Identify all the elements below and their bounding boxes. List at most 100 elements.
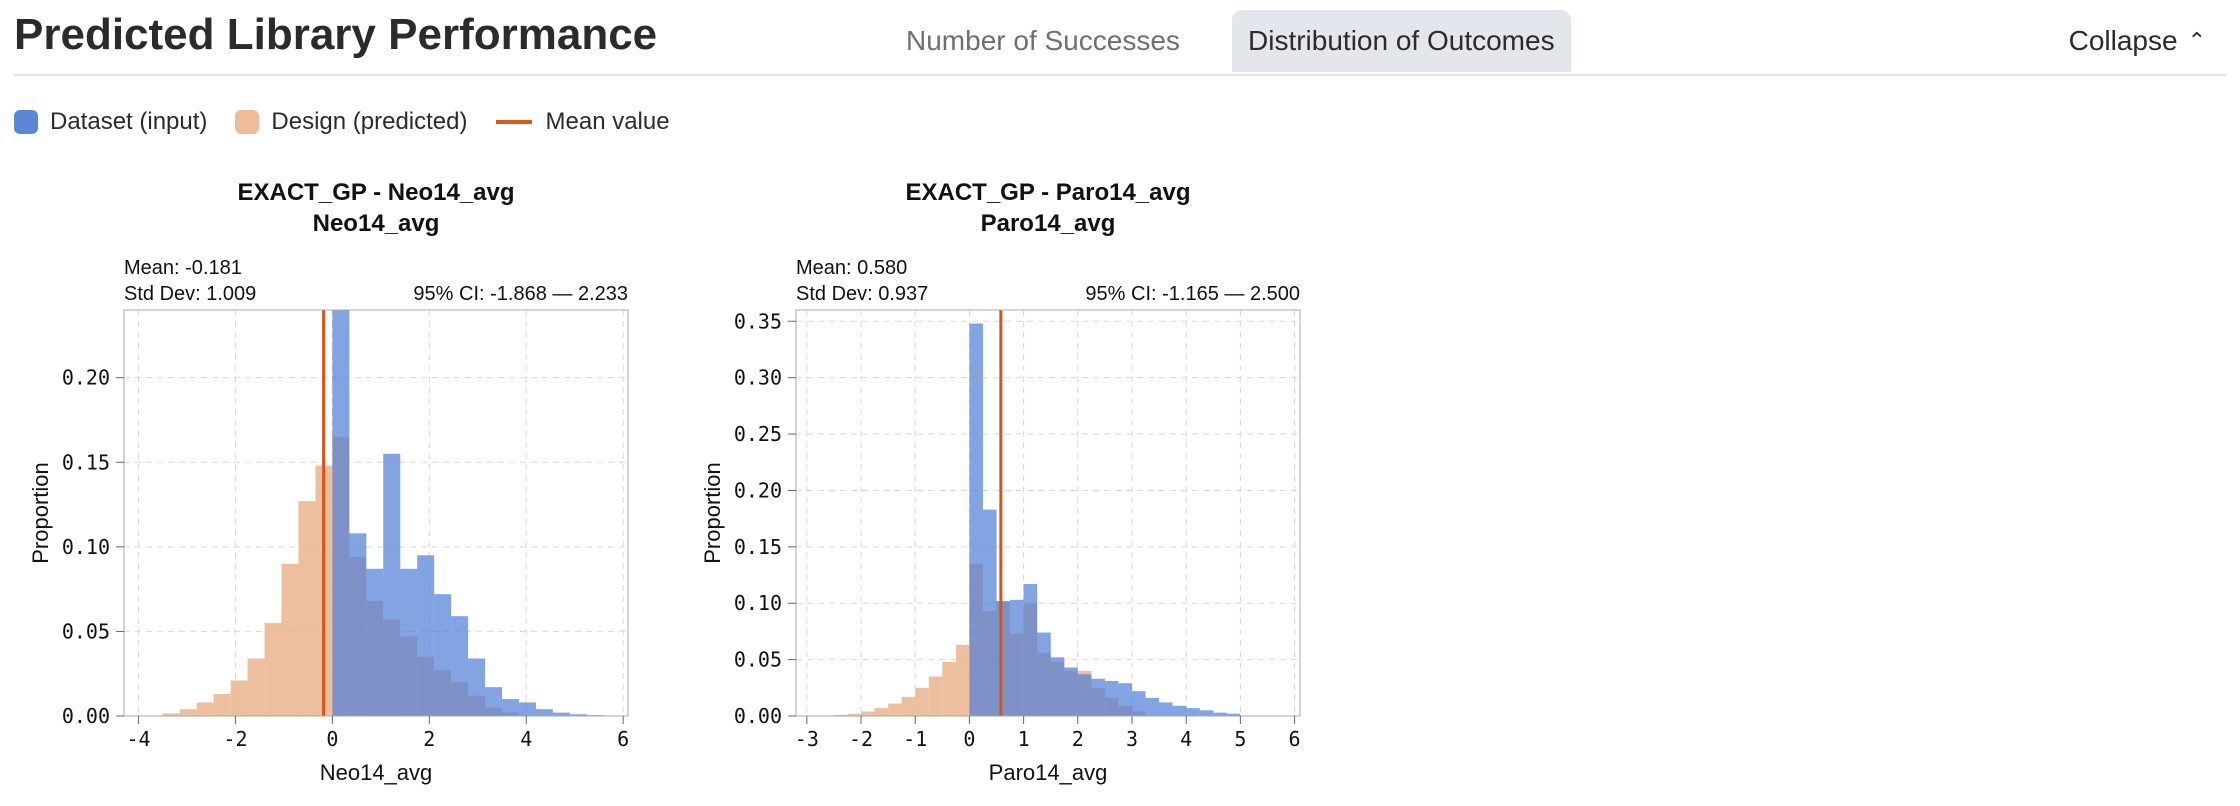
paro14-xtick-label: 1 xyxy=(1018,727,1030,751)
legend-item-design[interactable]: Design (predicted) xyxy=(235,108,468,136)
paro14-bar-design xyxy=(847,713,862,716)
paro14-bar-dataset-tint xyxy=(1172,705,1187,716)
paro14-bar-dataset xyxy=(1159,702,1173,716)
paro14-bar-dataset xyxy=(1037,632,1051,716)
paro14-bar-dataset xyxy=(1226,713,1241,716)
legend-item-dataset[interactable]: Dataset (input) xyxy=(14,108,207,136)
collapse-label: Collapse xyxy=(2068,25,2178,56)
paro14-stat-std: Std Dev: 0.937 xyxy=(796,283,928,305)
paro14-ytick-label: 0.15 xyxy=(734,535,782,559)
neo14-chart-subtitle: Neo14_avg xyxy=(313,210,440,237)
neo14-bar-dataset xyxy=(451,616,469,716)
neo14-ytick-label: 0.00 xyxy=(62,704,110,728)
panel-header: Predicted Library Performance Number of … xyxy=(14,0,2226,76)
paro14-ytick-label: 0.25 xyxy=(734,422,782,446)
paro14-plot-frame xyxy=(795,309,1301,717)
paro14-xtick-label: 0 xyxy=(963,727,975,751)
paro14-bar-dataset-tint xyxy=(1104,681,1119,716)
paro14-chart-subtitle: Paro14_avg xyxy=(981,210,1116,237)
legend-label-design: Design (predicted) xyxy=(271,108,468,135)
paro14-bar-dataset xyxy=(1104,681,1119,716)
neo14-xtick-label: -4 xyxy=(126,727,150,751)
paro14-bar-dataset xyxy=(1199,710,1214,716)
paro14-bar-dataset xyxy=(1213,712,1227,716)
paro14-bar-dataset-tint xyxy=(1145,697,1160,716)
neo14-bar-dataset-tint xyxy=(468,658,486,716)
paro14-bar-design xyxy=(942,661,956,716)
paro14-bar-design xyxy=(874,708,889,716)
paro14-bar-dataset xyxy=(969,323,983,716)
histogram-paro14: EXACT_GP - Paro14_avg Paro14_avg Mean: 0.5… xyxy=(686,170,1366,800)
neo14-xtick-label: 4 xyxy=(520,727,532,751)
neo14-bar-dataset xyxy=(485,687,502,716)
neo14-bar-dataset-tint xyxy=(417,555,435,716)
paro14-bar-dataset xyxy=(1132,691,1146,716)
neo14-bar-design xyxy=(196,702,214,716)
page-title: Predicted Library Performance xyxy=(14,10,658,59)
neo14-bar-design xyxy=(247,658,265,716)
paro14-stat-mean: Mean: 0.580 xyxy=(796,257,907,279)
paro14-bar-dataset xyxy=(1064,667,1078,716)
neo14-bar-design xyxy=(213,694,231,716)
neo14-xtick-label: -2 xyxy=(223,727,247,751)
neo14-bar-dataset xyxy=(502,699,519,716)
neo14-bar-dataset-tint xyxy=(383,453,401,716)
paro14-ytick-label: 0.10 xyxy=(734,591,782,615)
paro14-x-axis-label: Paro14_avg xyxy=(989,760,1108,785)
neo14-stat-ci: 95% CI: -1.868 — 2.233 xyxy=(413,283,628,305)
neo14-bar-design xyxy=(264,622,282,716)
paro14-bar-dataset-tint xyxy=(1023,584,1038,716)
neo14-ytick-label: 0.15 xyxy=(62,450,110,474)
paro14-bar-dataset-tint xyxy=(1159,702,1173,716)
legend-item-mean[interactable]: Mean value xyxy=(495,108,670,136)
paro14-ytick-label: 0.30 xyxy=(734,366,782,390)
neo14-xtick-label: 2 xyxy=(423,727,435,751)
paro14-bar-dataset xyxy=(1077,674,1092,716)
paro14-xtick-label: 4 xyxy=(1180,727,1192,751)
histogram-paro14-svg: EXACT_GP - Paro14_avg Paro14_avg Mean: 0.5… xyxy=(700,179,1301,785)
paro14-y-axis-label: Proportion xyxy=(700,462,725,564)
paro14-bar-design xyxy=(915,687,929,716)
neo14-bar-dataset-tint xyxy=(485,687,502,716)
paro14-ytick-label: 0.05 xyxy=(734,648,782,672)
paro14-bar-dataset xyxy=(1091,678,1105,716)
paro14-bar-design xyxy=(861,711,875,716)
paro14-bar-dataset xyxy=(982,509,997,716)
neo14-bar-design xyxy=(298,501,316,716)
neo14-bar-design xyxy=(281,563,299,716)
paro14-bar-dataset xyxy=(1186,708,1200,716)
paro14-xtick-label: -2 xyxy=(849,727,873,751)
legend-swatch-dataset xyxy=(14,110,38,134)
chart-legend: Dataset (input) Design (predicted) Mean … xyxy=(14,104,698,140)
neo14-bar-dataset-tint xyxy=(332,310,350,716)
neo14-bar-dataset xyxy=(349,533,367,716)
paro14-bar-dataset-tint xyxy=(1226,713,1241,716)
neo14-ytick-label: 0.05 xyxy=(62,619,110,643)
paro14-xtick-label: 3 xyxy=(1126,727,1138,751)
neo14-bar-dataset-tint xyxy=(502,699,519,716)
neo14-xtick-label: 6 xyxy=(617,727,629,751)
paro14-ytick-label: 0.20 xyxy=(734,478,782,502)
neo14-bar-dataset xyxy=(552,712,570,716)
tab-distribution-of-outcomes[interactable]: Distribution of Outcomes xyxy=(1232,10,1571,72)
legend-label-mean: Mean value xyxy=(545,108,670,135)
paro14-xtick-label: 2 xyxy=(1072,727,1084,751)
paro14-bar-dataset-tint xyxy=(982,509,997,716)
neo14-bar-dataset xyxy=(366,568,384,716)
neo14-bar-dataset-tint xyxy=(349,533,367,716)
paro14-bar-design xyxy=(955,644,970,716)
neo14-y-axis-label: Proportion xyxy=(28,462,53,564)
neo14-bar-dataset-tint xyxy=(434,594,452,716)
collapse-button[interactable]: Collapse ⌃ xyxy=(2069,10,2206,72)
paro14-bar-design xyxy=(833,714,848,716)
paro14-bar-dataset xyxy=(1050,657,1065,716)
paro14-bar-dataset-tint xyxy=(1213,712,1227,716)
tab-number-of-successes[interactable]: Number of Successes xyxy=(906,25,1180,56)
paro14-bar-dataset xyxy=(1172,705,1187,716)
chevron-up-icon: ⌃ xyxy=(2187,28,2206,53)
neo14-bar-dataset xyxy=(468,658,486,716)
legend-swatch-mean xyxy=(495,120,532,124)
paro14-xtick-label: 6 xyxy=(1289,727,1301,751)
neo14-bar-dataset xyxy=(518,702,536,716)
neo14-bar-dataset xyxy=(383,453,401,716)
